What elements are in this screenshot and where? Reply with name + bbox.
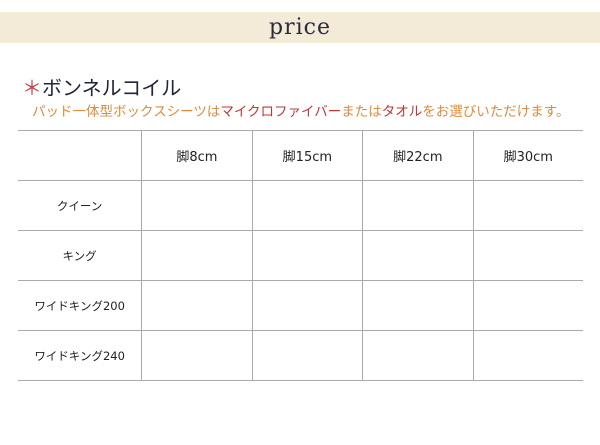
note-text: パッド一体型ボックスシーツは (32, 104, 221, 120)
price-cell (251, 180, 363, 231)
price-cell (362, 180, 474, 231)
note-highlight-towel: タオル (381, 104, 423, 120)
price-cell (472, 180, 583, 231)
price-table: 脚8cm 脚15cm 脚22cm 脚30cm クイーン キング ワイドキング20… (18, 130, 583, 381)
note-text: または (341, 104, 382, 120)
column-header: 脚15cm (251, 130, 363, 181)
table-row: クイーン (18, 180, 583, 231)
note-highlight-microfiber: マイクロファイバー (220, 104, 342, 120)
section-note: パッド一体型ボックスシーツはマイクロファイバーまたはタオルをお選びいただけます。 (32, 100, 569, 120)
section-heading: ＊ボンネルコイル (22, 72, 181, 101)
column-header: 脚8cm (141, 130, 253, 181)
row-label: クイーン (18, 180, 142, 231)
asterisk-icon: ＊ (22, 76, 42, 100)
price-cell (251, 330, 363, 381)
column-header: 脚30cm (472, 130, 583, 181)
section-title: ボンネルコイル (42, 76, 182, 100)
banner-title: price (269, 15, 331, 40)
price-cell (251, 230, 363, 281)
table-row: ワイドキング240 (18, 330, 583, 381)
price-cell (362, 330, 474, 381)
price-cell (472, 280, 583, 331)
price-cell (362, 230, 474, 281)
column-header (18, 130, 142, 181)
price-cell (472, 230, 583, 281)
price-cell (362, 280, 474, 331)
table-row: キング (18, 230, 583, 281)
price-cell (251, 280, 363, 331)
price-cell (141, 330, 253, 381)
price-cell (141, 180, 253, 231)
row-label: ワイドキング200 (18, 280, 142, 331)
price-banner: price (0, 12, 600, 43)
table-header-row: 脚8cm 脚15cm 脚22cm 脚30cm (18, 130, 583, 181)
price-cell (141, 230, 253, 281)
column-header: 脚22cm (362, 130, 474, 181)
price-cell (141, 280, 253, 331)
price-cell (472, 330, 583, 381)
row-label: ワイドキング240 (18, 330, 142, 381)
note-text: をお選びいただけます。 (422, 104, 570, 120)
row-label: キング (18, 230, 142, 281)
table-row: ワイドキング200 (18, 280, 583, 331)
